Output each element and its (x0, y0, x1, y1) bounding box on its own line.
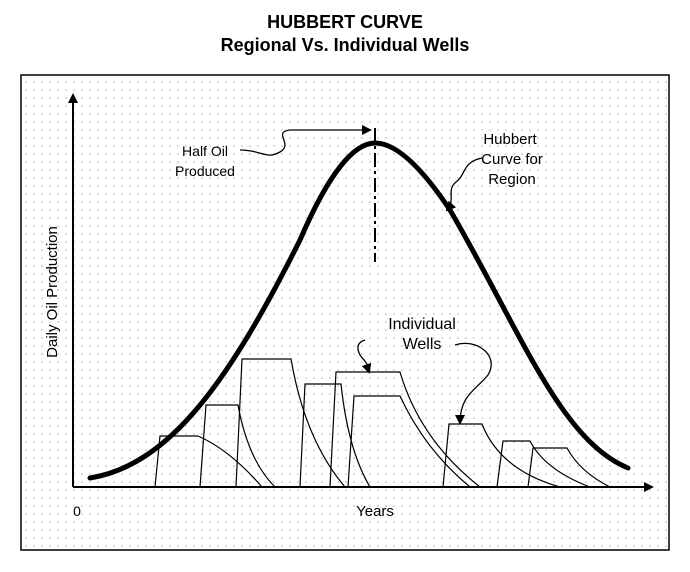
half-oil-leader (239, 125, 372, 156)
well-curve-3 (235, 358, 346, 488)
half-oil-label-line1: Half Oil (182, 143, 228, 159)
well-curve-4 (299, 383, 371, 488)
well-curve-1 (154, 435, 263, 488)
hubbert-label-line1: Hubbert (483, 131, 537, 148)
y-axis-label: Daily Oil Production (44, 226, 61, 358)
chart-subtitle: Regional Vs. Individual Wells (220, 35, 470, 55)
well-curve-6 (347, 395, 471, 488)
wells-leader-left (357, 339, 372, 374)
origin-label: 0 (73, 503, 81, 519)
well-curve-7 (442, 423, 561, 488)
hubbert-label-line3: Region (488, 171, 536, 188)
wells-label-line1: Individual (388, 316, 456, 333)
wells-label-line2: Wells (403, 336, 442, 353)
well-curve-2 (199, 404, 276, 488)
well-curve-9 (527, 447, 611, 488)
well-curve-5 (329, 371, 481, 488)
hubbert-regional-curve (87, 140, 631, 481)
individual-wells (154, 358, 611, 488)
chart-title: HUBBERT CURVE (267, 12, 423, 32)
well-curve-8 (496, 440, 591, 488)
plot-frame (20, 74, 670, 551)
hubbert-curve-leader (445, 157, 483, 212)
hubbert-label-line2: Curve for (481, 151, 543, 168)
wells-leader-right (454, 342, 492, 425)
x-axis-label: Years (356, 503, 394, 520)
half-oil-label-line2: Produced (175, 163, 235, 179)
